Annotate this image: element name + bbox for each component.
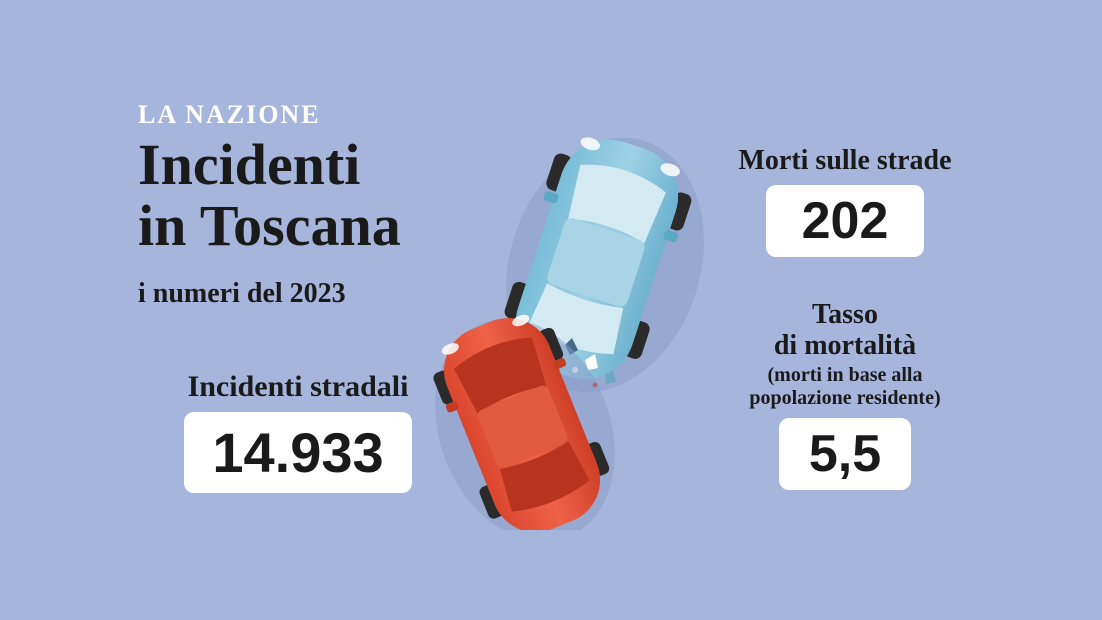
stat-deaths-value: 202: [766, 185, 925, 257]
stat-mortality-label-line1: Tasso: [812, 299, 878, 330]
main-title: Incidenti in Toscana: [138, 135, 401, 257]
title-line-1: Incidenti: [138, 132, 360, 197]
subtitle: i numeri del 2023: [138, 278, 346, 310]
stat-accidents-value: 14.933: [184, 412, 411, 493]
stat-mortality-sublabel-line2: popolazione residente): [749, 387, 940, 409]
stat-mortality-sublabel: (morti in base alla popolazione resident…: [705, 364, 985, 410]
stat-mortality-value: 5,5: [779, 418, 911, 490]
stat-mortality: Tasso di mortalità (morti in base alla p…: [705, 300, 985, 490]
brand-logo: LA NAZIONE: [138, 100, 321, 130]
car-crash-illustration: [400, 110, 720, 530]
title-line-2: in Toscana: [138, 193, 401, 258]
stat-deaths-label: Morti sulle strade: [705, 145, 985, 177]
stat-mortality-sublabel-line1: (morti in base alla: [768, 364, 923, 386]
stat-mortality-label-line2: di mortalità: [774, 330, 916, 361]
stat-deaths: Morti sulle strade 202: [705, 145, 985, 257]
stat-mortality-label: Tasso di mortalità: [705, 300, 985, 362]
